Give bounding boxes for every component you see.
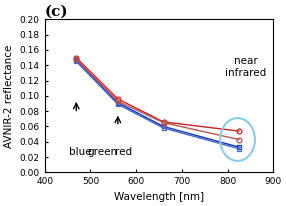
Text: (c): (c) (45, 4, 68, 18)
Text: red: red (115, 147, 132, 157)
Y-axis label: AVNIR-2 reflectance: AVNIR-2 reflectance (4, 44, 14, 147)
Text: green: green (88, 147, 118, 157)
Text: blue: blue (69, 147, 92, 157)
Text: near
infrared: near infrared (225, 56, 267, 78)
X-axis label: Wavelength [nm]: Wavelength [nm] (114, 192, 204, 202)
